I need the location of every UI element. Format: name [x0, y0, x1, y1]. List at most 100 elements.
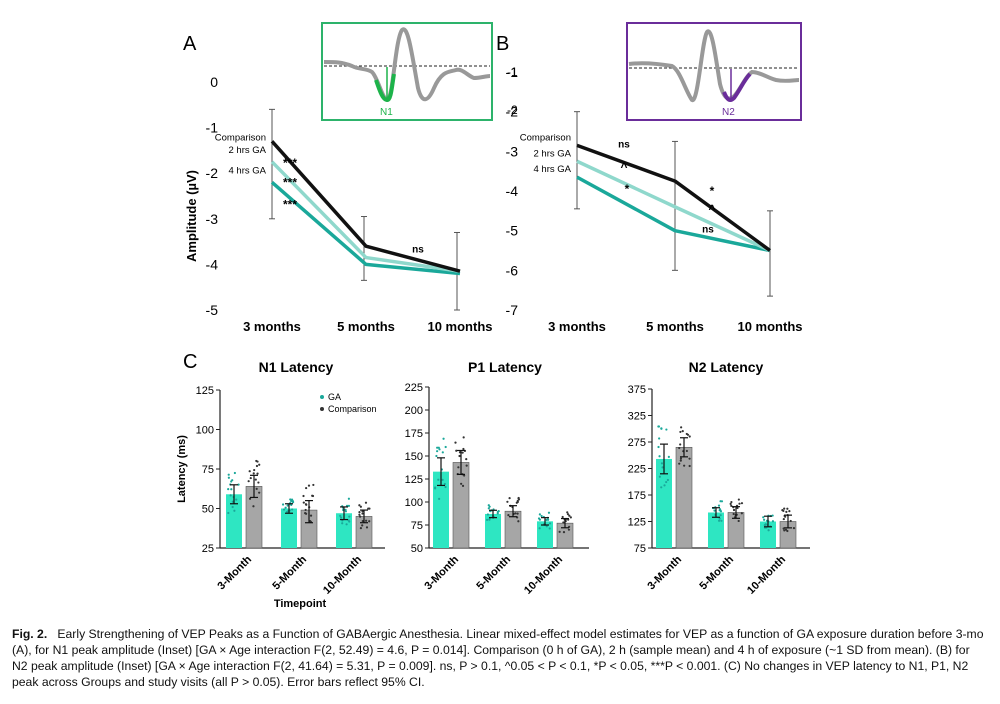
data-point	[537, 517, 541, 520]
data-point	[720, 519, 723, 522]
data-point	[788, 510, 791, 513]
data-point	[441, 451, 444, 454]
x-tick-label: 3 months	[243, 319, 301, 334]
x-tick-label: 5-Month	[474, 553, 513, 592]
data-point	[302, 501, 305, 504]
y-axis-label: Latency (ms)	[176, 435, 188, 503]
data-point	[487, 504, 490, 507]
data-point	[304, 508, 307, 512]
data-point	[517, 497, 520, 500]
panel-a-line-chart: 0 -1 -2 -3 -4 -5 Amplitude (µV) 3 months 5 month…	[184, 74, 493, 334]
y-tick-label: 100	[405, 497, 423, 509]
x-tick-label: 3-Month	[422, 553, 461, 592]
legend-label: GA	[328, 392, 341, 402]
data-point	[784, 528, 788, 531]
series-line-4-hrs-ga	[576, 175, 771, 253]
data-point	[681, 430, 684, 433]
data-point	[359, 527, 363, 530]
data-point	[717, 519, 721, 522]
bar-ga	[656, 458, 672, 548]
data-point	[771, 520, 775, 523]
data-point	[538, 513, 541, 516]
data-point	[256, 460, 259, 463]
data-point	[488, 518, 491, 521]
data-point	[361, 524, 364, 527]
series-label: 4 hrs GA	[229, 165, 267, 176]
series-line-comparison	[576, 143, 772, 252]
significance-annotation: *	[710, 184, 715, 198]
inset-a-n1-highlight	[374, 73, 396, 102]
panel-label-b: B	[496, 33, 509, 55]
data-point	[667, 455, 670, 458]
y-tick-label: -1	[206, 120, 219, 136]
data-point	[312, 483, 315, 487]
data-point	[227, 473, 230, 476]
data-point	[568, 514, 571, 517]
y-tick-label: -7	[506, 302, 519, 318]
data-point	[436, 446, 439, 449]
caption-figure-label: Fig. 2.	[12, 627, 48, 641]
caption-text: Early Strengthening of VEP Peaks as a Fu…	[12, 627, 984, 689]
data-point	[455, 449, 458, 452]
data-point	[688, 457, 691, 460]
data-point	[679, 457, 683, 460]
data-point	[514, 512, 517, 515]
data-point	[740, 502, 744, 505]
data-point	[548, 527, 551, 530]
y-tick-label: 275	[628, 437, 646, 449]
x-tick-label: 3-Month	[645, 553, 684, 592]
y-axis-label: Amplitude (µV)	[184, 170, 199, 262]
data-point	[347, 504, 351, 508]
data-point	[762, 516, 765, 519]
y-tick-label: 100	[196, 425, 214, 437]
data-point	[783, 529, 786, 532]
bar-ga	[336, 513, 352, 548]
data-point	[368, 520, 371, 523]
data-point	[763, 518, 766, 521]
y-tick-label: 150	[405, 451, 423, 463]
data-point	[361, 519, 364, 523]
data-point	[247, 480, 250, 483]
data-point	[368, 507, 371, 510]
y-tick-label: -5	[206, 302, 219, 318]
data-point	[365, 526, 369, 529]
data-point	[683, 464, 686, 467]
data-point	[718, 509, 721, 512]
data-point	[730, 500, 733, 504]
legend-label: Comparison	[328, 404, 377, 414]
data-point	[257, 481, 260, 484]
panel-b-line-chart: -1 -2 -3 -4 -5 -6 -7 3 months 5 months 10 months 4…	[506, 64, 803, 334]
data-point	[661, 466, 664, 469]
data-point	[253, 468, 256, 472]
data-point	[732, 508, 736, 512]
bar-ga	[433, 471, 449, 548]
data-point	[729, 502, 732, 505]
y-tick-label: 75	[202, 464, 214, 476]
data-point	[548, 522, 552, 525]
data-point	[515, 501, 518, 504]
data-point	[286, 504, 289, 507]
data-point	[457, 466, 460, 469]
data-point	[281, 503, 285, 506]
data-point	[678, 446, 681, 450]
data-point	[679, 430, 682, 434]
significance-annotation: ***	[283, 197, 297, 211]
x-axis-label: Timepoint	[274, 598, 327, 610]
data-point	[458, 454, 461, 458]
x-tick-label: 10-Month	[745, 553, 788, 596]
legend-marker	[320, 407, 324, 411]
data-point	[444, 485, 447, 489]
data-point	[252, 505, 255, 508]
x-tick-label: 10-Month	[522, 553, 565, 596]
data-point	[229, 494, 232, 497]
data-point	[454, 441, 457, 444]
data-point	[688, 435, 691, 438]
data-point	[516, 512, 519, 515]
data-point	[486, 513, 489, 516]
series-label: Comparison	[520, 132, 571, 143]
inset-b-n2-highlight	[722, 72, 752, 102]
bar-comparison	[675, 446, 693, 549]
inset-a-ytick: -2	[507, 103, 518, 117]
p1-latency-bar-chart: P1 Latency 50 75 100 125 150 175 200 225 3-Month 5…	[405, 359, 589, 597]
inset-b-label: N2	[722, 107, 735, 118]
